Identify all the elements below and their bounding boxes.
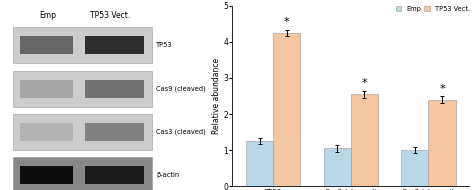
Text: TP53 Vect.: TP53 Vect. <box>90 11 130 20</box>
Text: Cas9 (cleaved): Cas9 (cleaved) <box>156 86 206 92</box>
FancyBboxPatch shape <box>20 123 73 141</box>
Text: Emp: Emp <box>39 11 56 20</box>
Bar <box>273 33 301 186</box>
Bar <box>246 141 273 186</box>
FancyBboxPatch shape <box>20 80 73 98</box>
FancyBboxPatch shape <box>13 114 152 150</box>
Bar <box>324 148 351 186</box>
Text: TP53: TP53 <box>156 42 173 48</box>
Text: *: * <box>362 78 367 88</box>
FancyBboxPatch shape <box>85 36 144 54</box>
FancyBboxPatch shape <box>85 166 144 184</box>
Text: *: * <box>439 84 445 94</box>
FancyBboxPatch shape <box>13 71 152 107</box>
FancyBboxPatch shape <box>20 36 73 54</box>
Text: β-actin: β-actin <box>156 172 179 178</box>
Bar <box>428 100 456 186</box>
Bar <box>351 94 378 186</box>
FancyBboxPatch shape <box>20 166 73 184</box>
FancyBboxPatch shape <box>13 27 152 63</box>
FancyBboxPatch shape <box>85 123 144 141</box>
Bar <box>401 150 428 186</box>
Y-axis label: Relative abundance: Relative abundance <box>211 58 220 134</box>
Text: *: * <box>284 17 290 27</box>
Legend: Emp, TP53 Vect.: Emp, TP53 Vect. <box>395 6 471 13</box>
FancyBboxPatch shape <box>85 80 144 98</box>
Text: Cas3 (cleaved): Cas3 (cleaved) <box>156 129 206 135</box>
FancyBboxPatch shape <box>13 157 152 190</box>
